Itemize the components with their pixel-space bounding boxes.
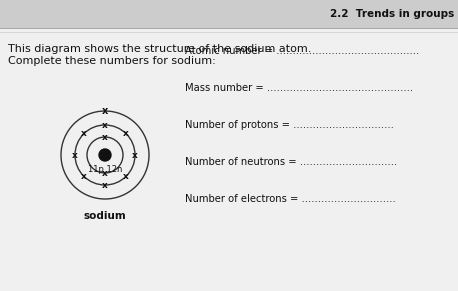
Text: 11p 12n: 11p 12n	[88, 165, 122, 174]
Text: sodium: sodium	[84, 211, 126, 221]
Text: x: x	[81, 129, 87, 138]
Text: x: x	[102, 132, 108, 141]
Text: This diagram shows the structure of the sodium atom.: This diagram shows the structure of the …	[8, 44, 311, 54]
Text: x: x	[102, 168, 108, 178]
Text: Number of neutrons = ..............................: Number of neutrons = ...................…	[185, 157, 397, 167]
Text: Complete these numbers for sodium:: Complete these numbers for sodium:	[8, 56, 216, 66]
Text: x: x	[132, 150, 138, 159]
Text: Atomic number = ............................................: Atomic number = ........................…	[185, 46, 419, 56]
Text: x: x	[102, 106, 108, 116]
Text: Number of electrons = .............................: Number of electrons = ..................…	[185, 194, 396, 204]
Text: Number of protons = ...............................: Number of protons = ....................…	[185, 120, 394, 130]
Bar	[0, 0, 458, 28]
Text: x: x	[102, 120, 108, 129]
Text: Mass number = .............................................: Mass number = ..........................…	[185, 83, 413, 93]
Text: x: x	[81, 172, 87, 181]
Text: 2.2  Trends in groups: 2.2 Trends in groups	[330, 9, 454, 19]
Circle shape	[99, 149, 111, 161]
Text: x: x	[123, 129, 129, 138]
Text: x: x	[72, 150, 78, 159]
Text: x: x	[102, 180, 108, 189]
Text: x: x	[123, 172, 129, 181]
